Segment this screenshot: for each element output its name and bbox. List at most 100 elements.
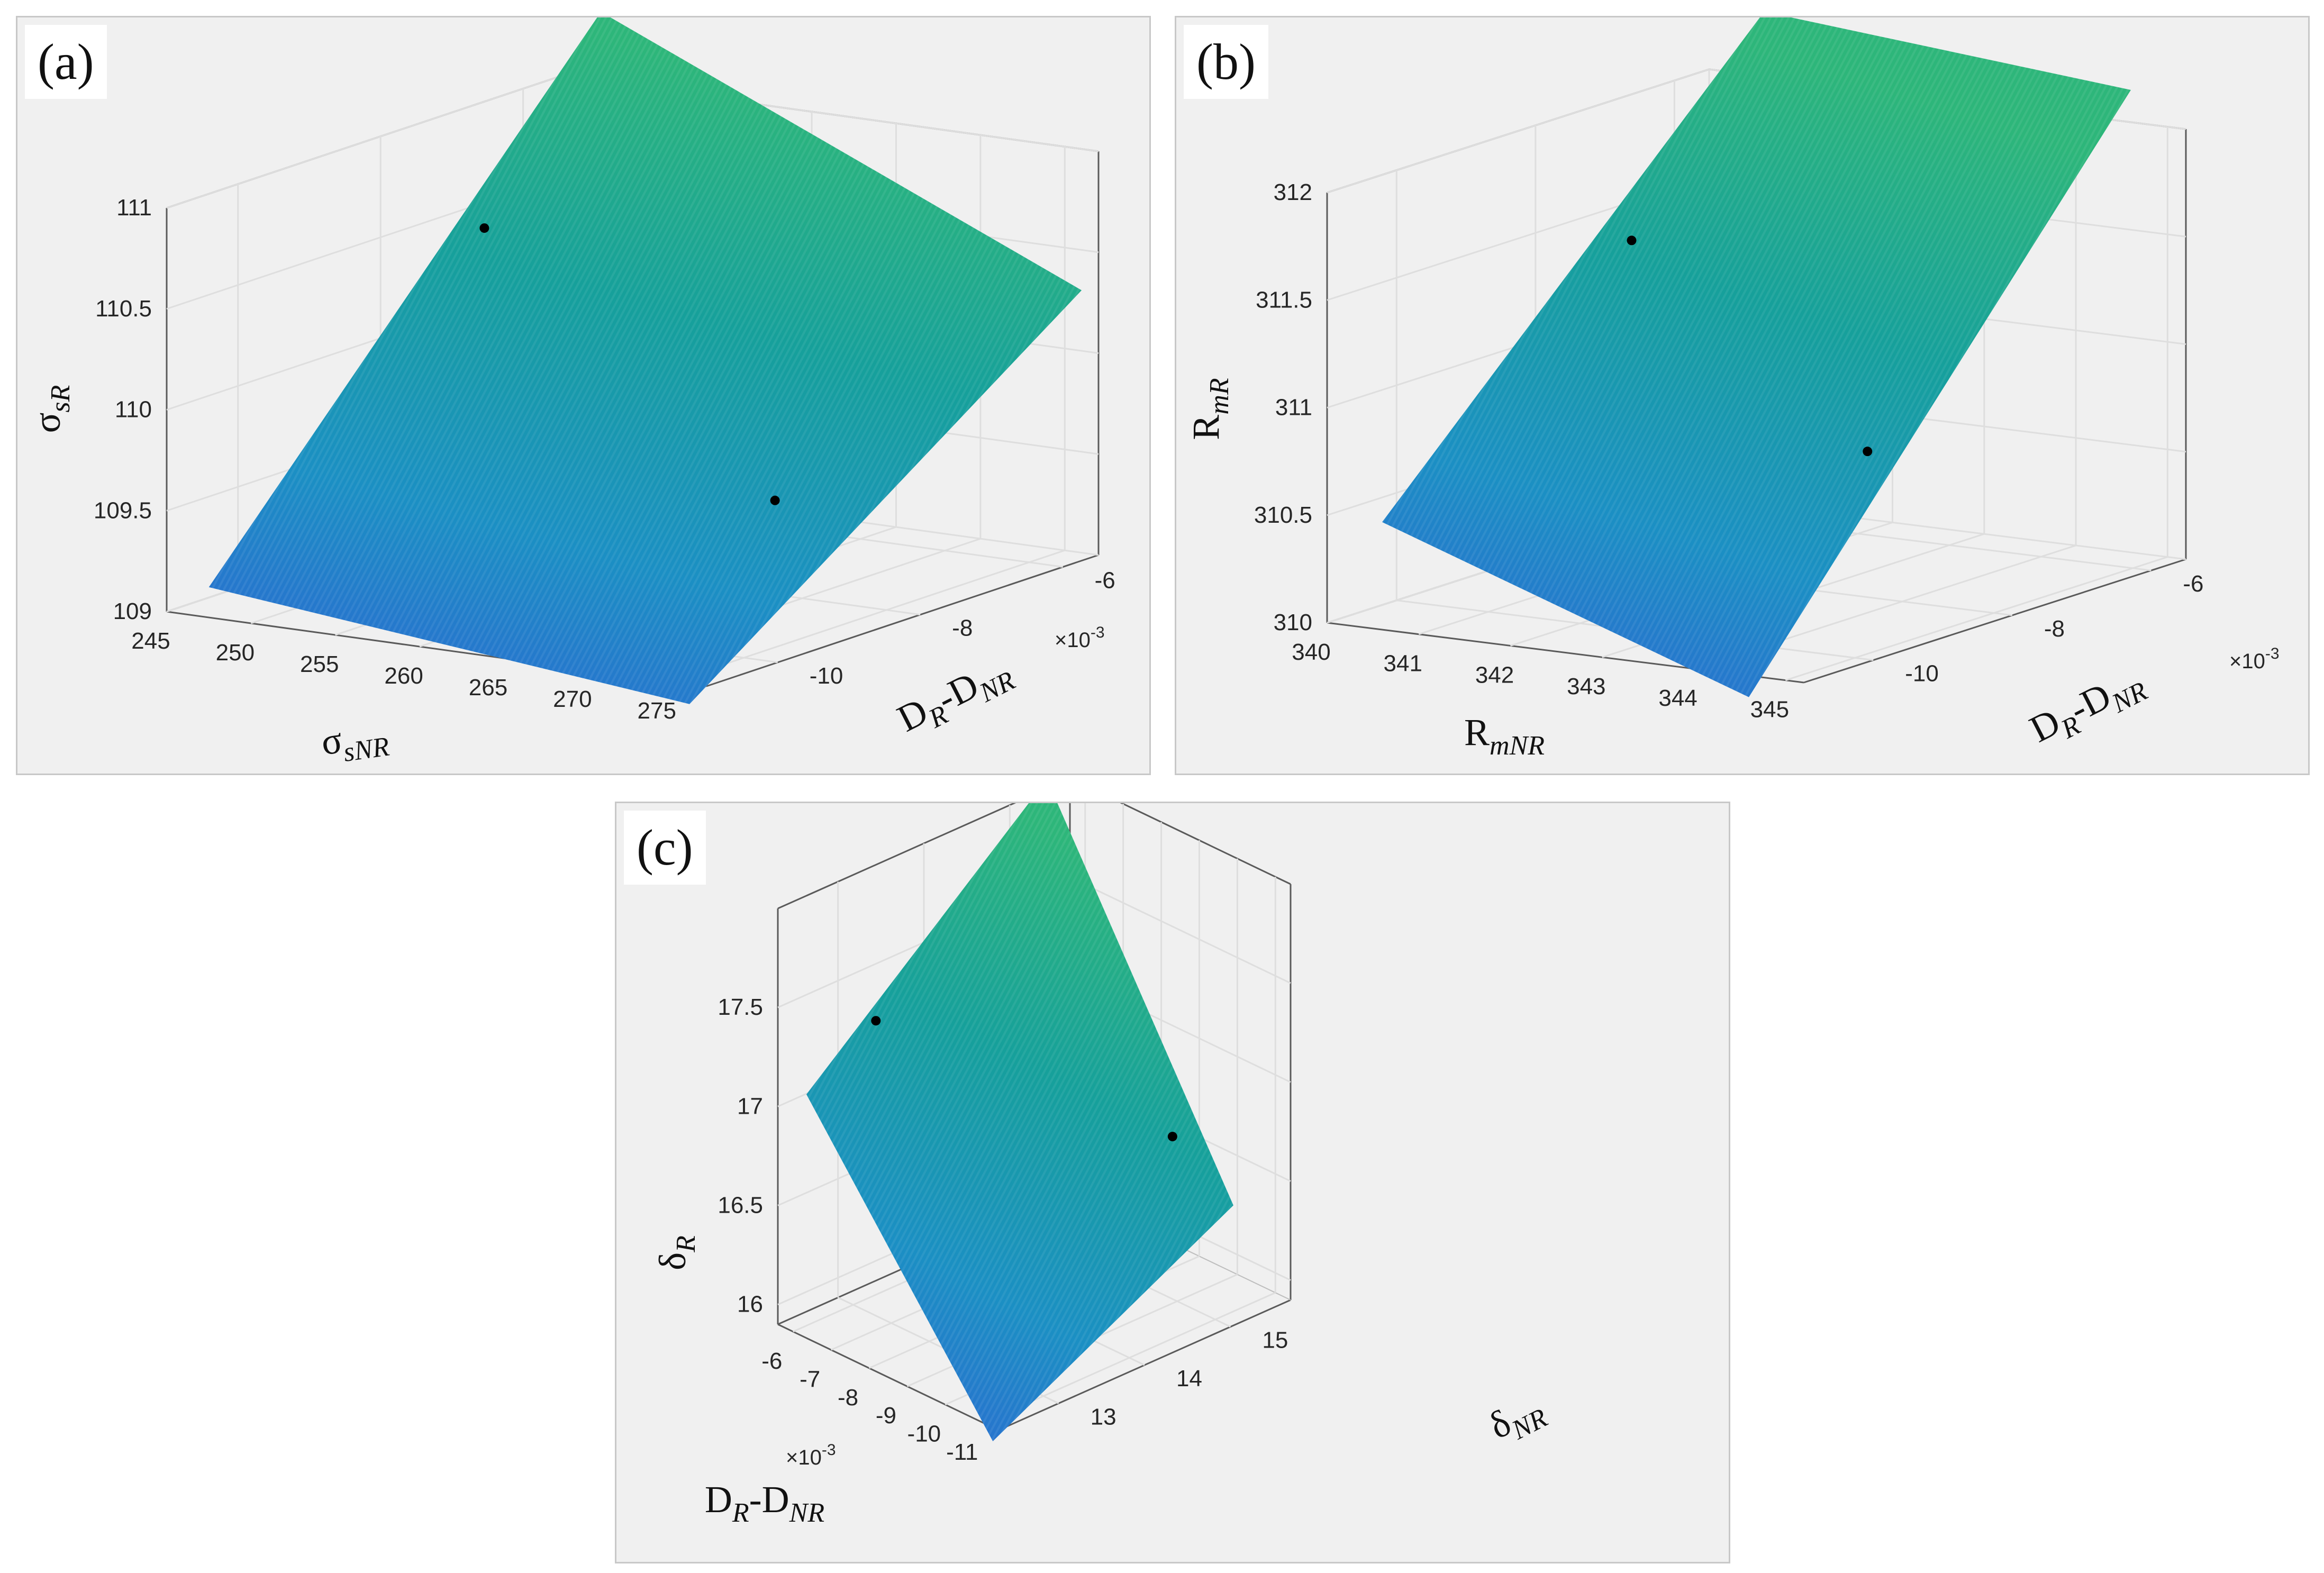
x-tick-label: 270	[553, 686, 592, 712]
y-tick-label: -8	[2044, 616, 2065, 642]
z-tick-label: 16	[737, 1292, 763, 1317]
axis-exponent: ×10-3	[786, 1441, 836, 1469]
x-axis-title: DR-DNR	[705, 1478, 824, 1528]
y-tick-label: 13	[1091, 1404, 1116, 1430]
z-tick-label: 110	[115, 397, 152, 423]
z-tick-label: 109.5	[94, 497, 152, 523]
surface-mesh	[806, 803, 1233, 1441]
x-axis-title-main: σ	[319, 719, 345, 763]
x-axis-title-main: R	[1464, 711, 1490, 753]
z-axis-title-main: R	[1185, 415, 1227, 440]
z-tick-label: 16.5	[718, 1192, 763, 1218]
z-axis-title: RmR	[1185, 378, 1234, 440]
axis-exponent-base: ×10	[2229, 650, 2265, 673]
grid-x-floor	[672, 549, 1065, 683]
z-tick-label: 310.5	[1254, 502, 1312, 528]
x-axis-title-sub1: R	[732, 1498, 749, 1528]
z-tick-label: 311	[1275, 395, 1312, 421]
y-axis-title: DR-DNR	[2023, 659, 2152, 757]
y-tick-label: 14	[1176, 1366, 1202, 1392]
y-axis-title: δNR	[1482, 1385, 1552, 1453]
surface	[208, 17, 1082, 704]
x-tick-label: 275	[638, 698, 676, 724]
z-tick-label: 109	[113, 598, 152, 624]
x-axis-title-sub: mNR	[1490, 731, 1545, 761]
z-axis-title-sub: mR	[1204, 378, 1234, 414]
axis-exponent-base: ×10	[1055, 629, 1091, 652]
x-tick-label: 260	[384, 663, 423, 689]
z-axis-title-main: σ	[26, 413, 68, 433]
panel-label-a: (a)	[25, 25, 107, 99]
x-tick-label: 245	[131, 628, 170, 654]
x-axis-title: RmNR	[1464, 711, 1545, 761]
y-tick-label: 15	[1262, 1327, 1288, 1353]
x-tick-label: 343	[1567, 674, 1605, 699]
y-axis-title: DR-DNR	[891, 648, 1020, 747]
y-axis-line	[1803, 558, 2186, 684]
z-tick-label: 311.5	[1256, 287, 1312, 313]
surface-mesh	[208, 17, 1082, 704]
surface-mesh	[1382, 17, 2131, 697]
x-tick-label: 250	[216, 640, 255, 666]
y-tick-label: -10	[1905, 661, 1939, 687]
z-tick-label: 17	[737, 1093, 763, 1119]
x-tick-label: -11	[946, 1439, 978, 1465]
surface	[1382, 17, 2131, 697]
x-tick-label: 342	[1475, 662, 1514, 688]
grid-x-floor	[1785, 556, 2168, 681]
x-tick-label: -6	[761, 1348, 782, 1374]
data-marker-2	[1863, 447, 1873, 457]
x-axis-title-main: D	[705, 1478, 732, 1521]
y-tick-label: -6	[1095, 568, 1115, 594]
chart-panel-a: 245 250 255 260 265 270 275 -10 -8 -6 109 109.5 110 1…	[16, 16, 1151, 775]
axis-exponent-base: ×10	[786, 1446, 822, 1469]
surface	[806, 803, 1233, 1441]
x-axis-line	[777, 1323, 999, 1431]
data-marker-1	[479, 223, 489, 233]
y-tick-label: -10	[810, 663, 843, 689]
chart-panel-b: 340 341 342 343 344 345 -10 -8 -6 310 310.5 311 311.…	[1175, 16, 2310, 775]
data-marker-1	[1627, 235, 1637, 246]
z-tick-label: 17.5	[718, 994, 763, 1020]
surface-chart-c: -6-7-8-9-10-111314151616.51717.5DR-DNRδN…	[651, 803, 1552, 1528]
x-tick-label: -10	[907, 1421, 941, 1447]
x-axis-title: σsNR	[319, 712, 391, 771]
z-axis-title: δR	[651, 1235, 701, 1270]
panel-label-c: (c)	[624, 811, 706, 885]
x-axis-title-sub2: NR	[789, 1498, 824, 1528]
x-tick-label: 341	[1384, 651, 1422, 677]
y-axis-line	[706, 554, 1099, 687]
data-marker-2	[770, 495, 780, 505]
z-axis-title-main: δ	[651, 1252, 694, 1270]
axis-exponent-power: -3	[822, 1441, 836, 1459]
x-axis-title-sub: sNR	[342, 732, 392, 768]
y-tick-label: -6	[2183, 571, 2203, 597]
grid-z-left	[166, 76, 559, 209]
chart-panel-c: -6 -7 -8 -9 -10 -11 13 14 15 16 16.5 17 17.5 DR-DNR δN…	[615, 802, 1730, 1563]
x-tick-label: -8	[838, 1385, 858, 1411]
x-tick-label: -9	[876, 1403, 896, 1429]
surface-chart-a: 245 250 255 260 265 270 275 -10 -8 -6 109 109.5 110 1…	[26, 17, 1115, 771]
z-tick-label: 110.5	[95, 296, 152, 322]
axis-exponent-power: -3	[2265, 645, 2280, 662]
panel-label-b: (b)	[1184, 25, 1268, 99]
surface-chart-b: 340 341 342 343 344 345 -10 -8 -6 310 310.5 311 311.…	[1185, 17, 2280, 761]
axis-exponent: ×10-3	[1055, 624, 1105, 652]
x-tick-label: 345	[1750, 697, 1789, 723]
data-marker-1	[871, 1016, 881, 1026]
grid-z-back	[1069, 876, 1291, 984]
data-marker-2	[1167, 1132, 1177, 1142]
axis-exponent-power: -3	[1091, 624, 1105, 641]
x-tick-label: -7	[800, 1366, 820, 1392]
x-tick-label: 340	[1292, 639, 1330, 665]
x-tick-label: 265	[469, 675, 507, 701]
z-axis-title-sub: sR	[46, 385, 76, 413]
z-axis-title-sub: R	[671, 1235, 701, 1253]
x-axis-title-mid: -D	[749, 1478, 789, 1521]
z-tick-label: 310	[1274, 610, 1312, 635]
x-tick-label: 344	[1658, 685, 1697, 711]
z-tick-label: 111	[116, 195, 152, 221]
x-tick-label: 255	[300, 651, 339, 677]
grid-z-left	[1327, 68, 1710, 194]
z-tick-label: 312	[1274, 179, 1312, 205]
